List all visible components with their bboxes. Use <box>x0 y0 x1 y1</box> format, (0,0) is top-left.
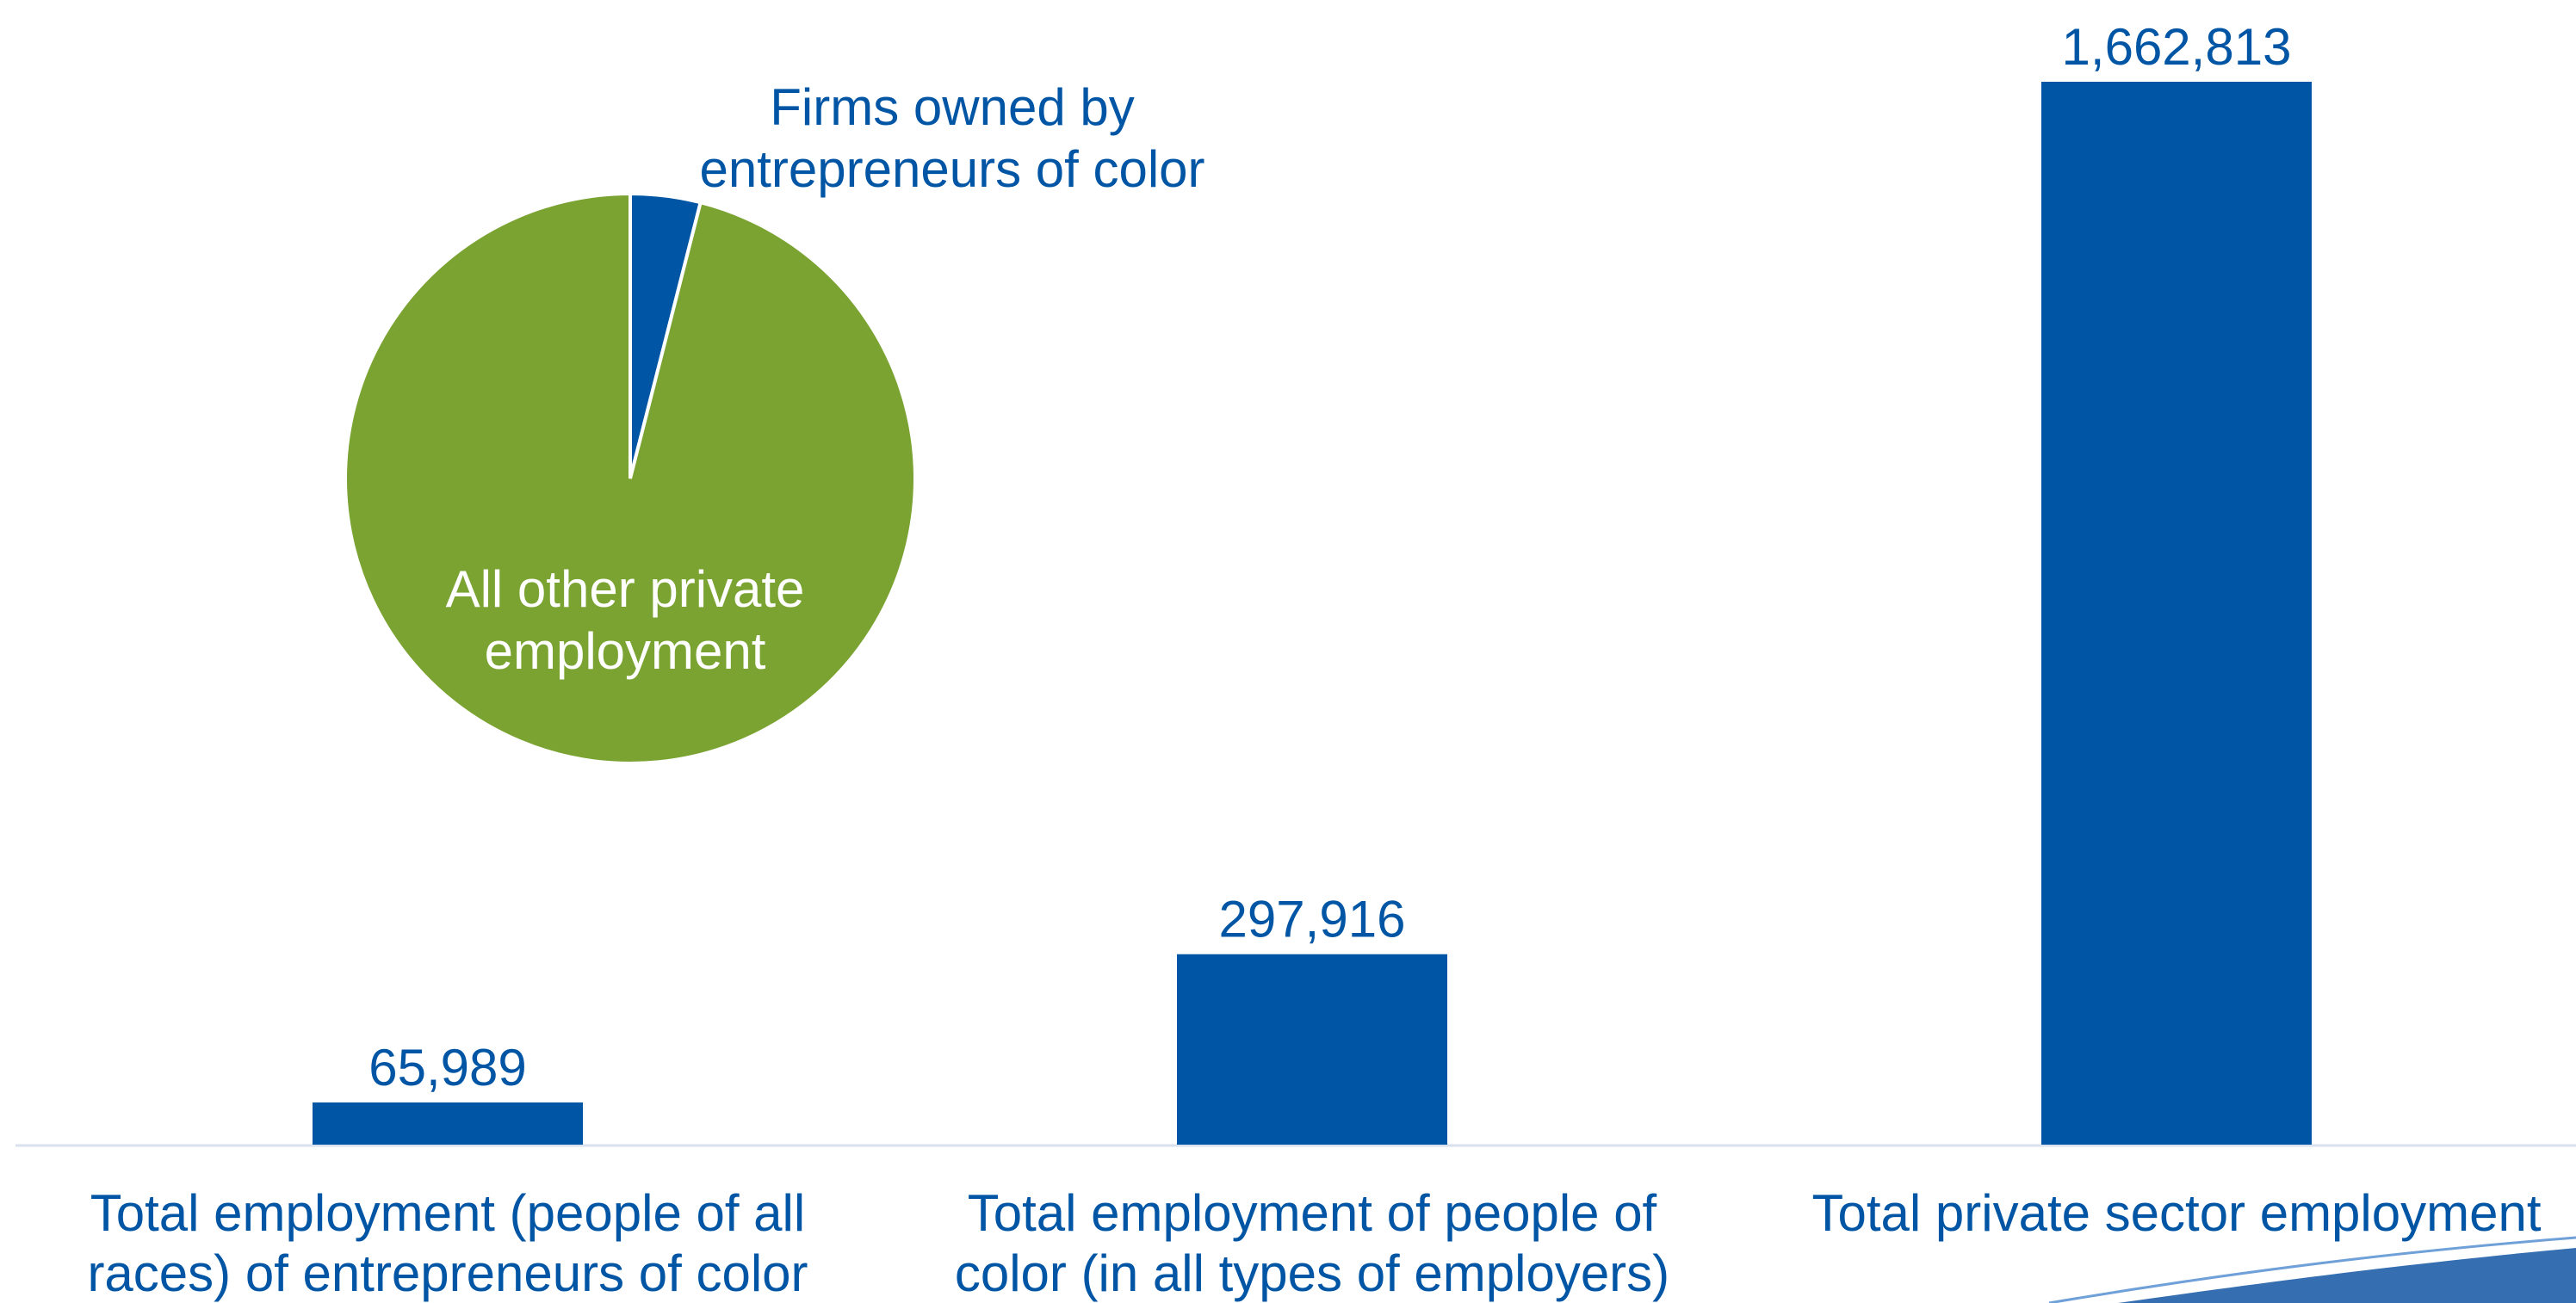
category-tick-label-line: races) of entrepreneurs of color <box>87 1244 808 1302</box>
pie-slice-label: Firms owned by entrepreneurs of color <box>700 78 1205 198</box>
bar-value-label: 1,662,813 <box>2062 18 2292 76</box>
pie-slice-label-line: employment <box>485 622 766 680</box>
bar <box>313 1102 583 1145</box>
category-tick-label: Total employment (people of all races) of… <box>87 1184 808 1302</box>
category-tick-label-line: Total private sector employment <box>1811 1184 2541 1242</box>
pie-slice-label-line: All other private <box>446 560 805 618</box>
bar <box>1177 954 1447 1145</box>
pie-slice-label-line: entrepreneurs of color <box>700 140 1205 198</box>
swoosh-shape <box>2118 1248 2576 1303</box>
swoosh-line <box>2048 1236 2576 1303</box>
bar <box>2041 82 2312 1145</box>
pie-slice-label: All other private employment <box>446 560 805 680</box>
bar-value-label: 297,916 <box>1219 891 1406 948</box>
category-tick-label-line: color (in all types of employers) <box>955 1244 1669 1302</box>
bar-chart: 65,989 Total employment (people of all rac… <box>15 18 2576 1302</box>
category-tick-label: Total private sector employment <box>1811 1184 2541 1242</box>
bar-value-label: 65,989 <box>368 1039 527 1096</box>
category-tick-label-line: Total employment (people of all <box>90 1184 805 1242</box>
category-tick-label: Total employment of people of color (in a… <box>955 1184 1669 1302</box>
pie-chart: Firms owned by entrepreneurs of color All … <box>344 78 1205 765</box>
category-tick-label-line: Total employment of people of <box>968 1184 1657 1242</box>
pie-slice <box>344 191 917 765</box>
pie-slice-label-line: Firms owned by <box>770 78 1134 136</box>
corner-swoosh-decoration <box>2048 1236 2576 1303</box>
